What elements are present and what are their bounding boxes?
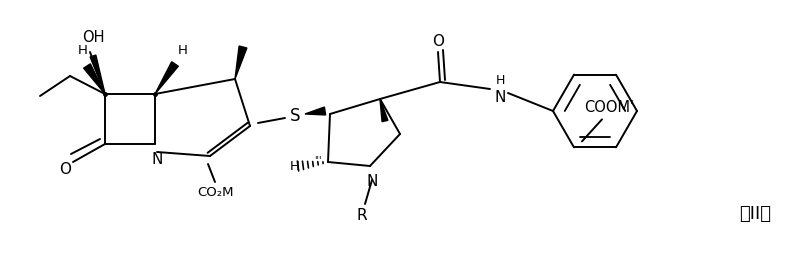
Polygon shape (84, 64, 105, 94)
Polygon shape (235, 46, 247, 79)
Text: R: R (357, 209, 367, 224)
Text: CO₂M: CO₂M (197, 185, 234, 198)
Text: H: H (495, 75, 505, 87)
Text: ''': ''' (314, 155, 322, 165)
Polygon shape (305, 107, 326, 115)
Text: O: O (59, 162, 71, 178)
Text: N: N (151, 153, 162, 167)
Text: H: H (78, 44, 88, 56)
Text: COOM': COOM' (584, 100, 634, 115)
Text: H: H (178, 44, 188, 56)
Text: OH: OH (82, 30, 104, 44)
Text: N: N (494, 90, 506, 104)
Polygon shape (90, 55, 105, 94)
Polygon shape (380, 99, 388, 122)
Polygon shape (155, 62, 178, 94)
Text: H: H (290, 161, 300, 173)
Text: （II）: （II） (739, 205, 771, 223)
Text: N: N (366, 175, 378, 190)
Text: S: S (290, 107, 300, 125)
Text: O: O (432, 33, 444, 48)
